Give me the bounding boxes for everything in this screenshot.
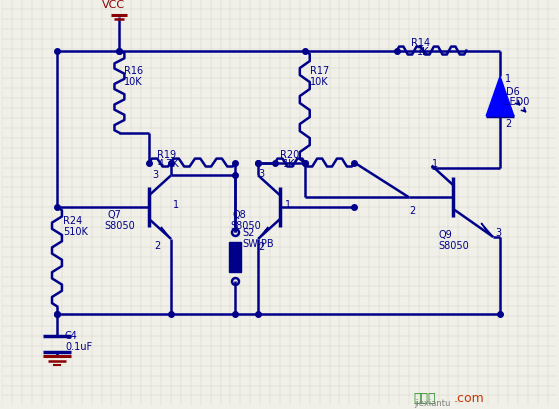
Text: 4.7K: 4.7K [157,158,179,168]
Text: 2: 2 [409,206,415,216]
Text: R14: R14 [411,38,430,47]
Text: 3: 3 [258,168,264,178]
Text: Q8: Q8 [233,210,246,220]
Text: 1: 1 [173,200,179,210]
Text: 1K: 1K [417,47,429,56]
Text: jiexiantu: jiexiantu [414,398,450,407]
Text: R17: R17 [310,66,329,76]
Text: 2: 2 [154,240,160,250]
Polygon shape [486,77,514,117]
Text: 3: 3 [152,170,158,180]
Text: S8050: S8050 [230,220,261,231]
Text: S2: S2 [243,227,255,237]
Text: 510K: 510K [63,227,88,236]
Text: Q9: Q9 [439,229,452,239]
Polygon shape [258,227,268,239]
Text: S8050: S8050 [439,240,470,250]
Text: 2: 2 [258,241,264,251]
Text: D6: D6 [506,87,520,97]
Text: Q7: Q7 [107,210,121,220]
Text: LED0: LED0 [504,97,529,107]
Text: 1K: 1K [283,158,296,168]
Text: 2: 2 [505,119,511,128]
Text: 1: 1 [285,200,291,210]
Text: 3: 3 [495,227,501,237]
Text: R19: R19 [157,149,176,159]
Text: 1: 1 [432,158,438,168]
Polygon shape [161,227,171,239]
Text: SW-PB: SW-PB [243,238,274,248]
Text: 接线图: 接线图 [414,391,437,404]
Text: R24: R24 [63,216,82,225]
Text: 0.1uF: 0.1uF [65,341,92,351]
Polygon shape [481,223,493,237]
Polygon shape [229,242,241,272]
Text: S8050: S8050 [105,220,135,231]
Text: C4: C4 [65,330,78,340]
Text: 10K: 10K [125,77,143,87]
Text: R16: R16 [125,66,144,76]
Text: 1: 1 [505,74,511,84]
Text: VCC: VCC [102,0,125,10]
Text: 10K: 10K [310,77,328,87]
Text: .com: .com [453,391,484,404]
Text: R20: R20 [280,149,299,159]
